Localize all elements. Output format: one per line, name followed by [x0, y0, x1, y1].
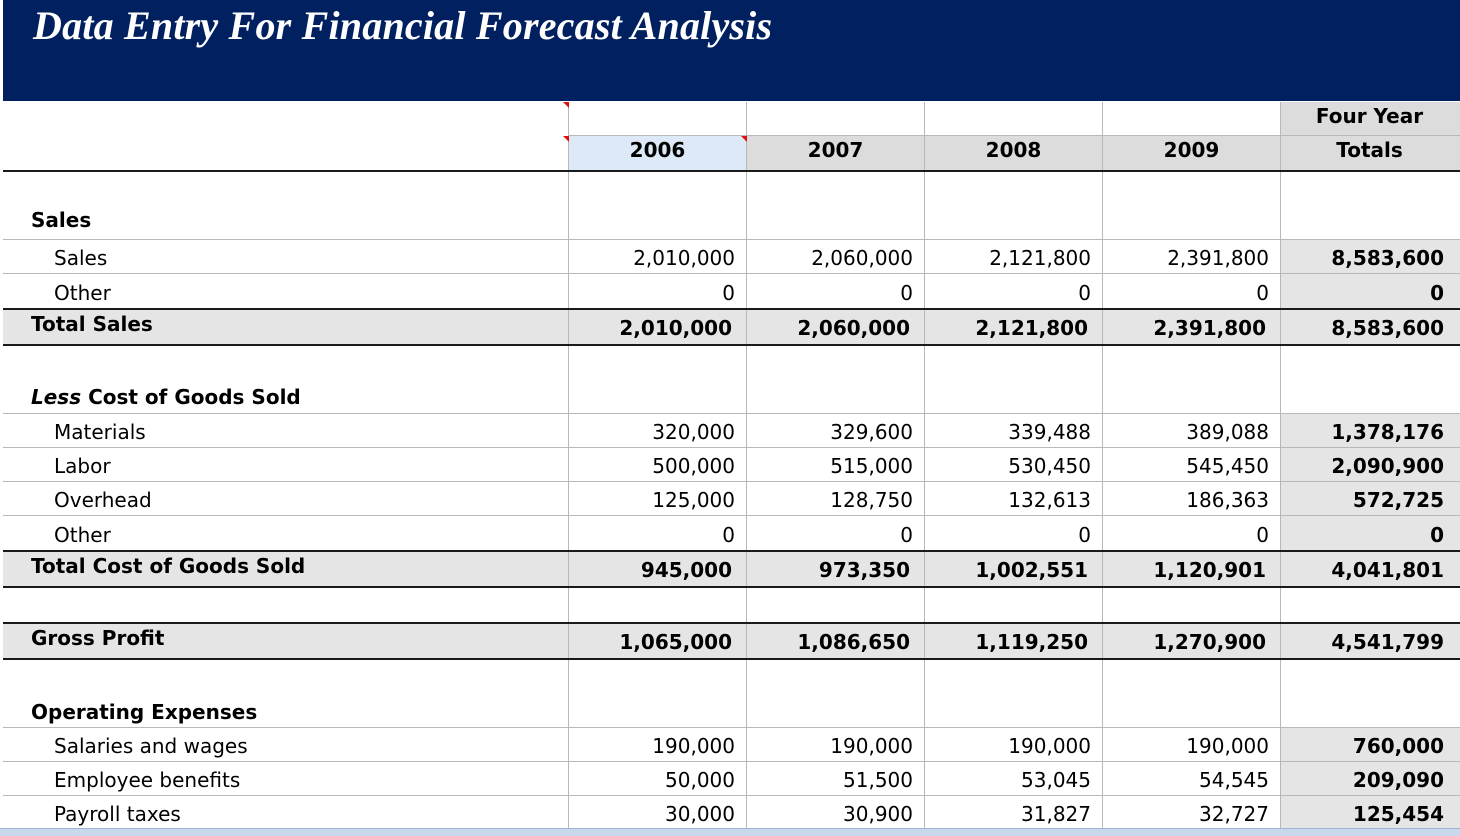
cell-payroll-taxes-2007[interactable]: 30,900 — [843, 802, 913, 826]
row-label-other-cogs[interactable]: Other — [54, 523, 111, 547]
cell-overhead-2006[interactable]: 125,000 — [652, 488, 735, 512]
totals-header-line1[interactable]: Four Year — [1315, 104, 1424, 128]
year-header-2006[interactable]: 2006 — [629, 138, 686, 162]
title-banner: Data Entry For Financial Forecast Analys… — [3, 0, 1460, 101]
row-label-overhead[interactable]: Overhead — [54, 488, 152, 512]
cell-materials-2009[interactable]: 389,088 — [1186, 420, 1269, 444]
comment-marker[interactable] — [741, 136, 747, 142]
cell-other-cogs-2008[interactable]: 0 — [1078, 523, 1091, 547]
cell-gross-profit-2006[interactable]: 1,065,000 — [619, 630, 732, 654]
cell-other-cogs-2009[interactable]: 0 — [1256, 523, 1269, 547]
selected-cell-2006[interactable] — [569, 136, 746, 170]
totals-header-line2[interactable]: Totals — [1336, 138, 1403, 162]
cell-sales-2009[interactable]: 2,391,800 — [1167, 246, 1269, 270]
gross-profit-shade — [3, 623, 1460, 659]
cell-salaries-2009[interactable]: 190,000 — [1186, 734, 1269, 758]
cell-sales-2008[interactable]: 2,121,800 — [989, 246, 1091, 270]
row-label-benefits[interactable]: Employee benefits — [54, 768, 241, 792]
cell-labor-2007[interactable]: 515,000 — [830, 454, 913, 478]
cell-total-sales-2008[interactable]: 2,121,800 — [975, 316, 1088, 340]
cell-payroll-taxes-2008[interactable]: 31,827 — [1021, 802, 1091, 826]
section-heading-cogs[interactable]: Less Cost of Goods Sold — [31, 385, 301, 409]
total-cogs-shade — [3, 551, 1460, 587]
comment-marker[interactable] — [563, 102, 569, 108]
row-label-total-cogs[interactable]: Total Cost of Goods Sold — [31, 554, 306, 578]
cell-salaries-2008[interactable]: 190,000 — [1008, 734, 1091, 758]
totals-header-band — [1281, 102, 1460, 170]
cell-labor-total[interactable]: 2,090,900 — [1331, 454, 1444, 478]
cell-other-cogs-total[interactable]: 0 — [1430, 523, 1444, 547]
cell-gross-profit-2009[interactable]: 1,270,900 — [1153, 630, 1266, 654]
row-label-salaries[interactable]: Salaries and wages — [54, 734, 248, 758]
cell-payroll-taxes-2009[interactable]: 32,727 — [1199, 802, 1269, 826]
cell-salaries-total[interactable]: 760,000 — [1352, 734, 1444, 758]
cell-total-cogs-2008[interactable]: 1,002,551 — [975, 558, 1088, 582]
cell-labor-2009[interactable]: 545,450 — [1186, 454, 1269, 478]
cell-other-sales-2006[interactable]: 0 — [722, 281, 735, 305]
cell-materials-total[interactable]: 1,378,176 — [1331, 420, 1444, 444]
year-header-2008[interactable]: 2008 — [985, 138, 1042, 162]
cell-materials-2007[interactable]: 329,600 — [830, 420, 913, 444]
section-heading-sales[interactable]: Sales — [31, 208, 92, 232]
cell-total-sales-2007[interactable]: 2,060,000 — [797, 316, 910, 340]
section-heading-opex[interactable]: Operating Expenses — [31, 700, 258, 724]
total-sales-shade — [3, 309, 1460, 345]
cell-benefits-2006[interactable]: 50,000 — [665, 768, 735, 792]
cell-overhead-total[interactable]: 572,725 — [1352, 488, 1444, 512]
opex-totals-shade — [1281, 728, 1460, 828]
cell-other-sales-2007[interactable]: 0 — [900, 281, 913, 305]
cell-gross-profit-total[interactable]: 4,541,799 — [1331, 630, 1444, 654]
cell-total-sales-2006[interactable]: 2,010,000 — [619, 316, 732, 340]
row-label-other-sales[interactable]: Other — [54, 281, 111, 305]
cell-benefits-2007[interactable]: 51,500 — [843, 768, 913, 792]
cell-total-cogs-2009[interactable]: 1,120,901 — [1153, 558, 1266, 582]
sheet-title: Data Entry For Financial Forecast Analys… — [33, 3, 773, 48]
cogs-totals-shade — [1281, 414, 1460, 550]
cell-total-cogs-2007[interactable]: 973,350 — [818, 558, 910, 582]
cell-other-sales-2008[interactable]: 0 — [1078, 281, 1091, 305]
cell-labor-2006[interactable]: 500,000 — [652, 454, 735, 478]
cell-total-sales-2009[interactable]: 2,391,800 — [1153, 316, 1266, 340]
cell-other-sales-2009[interactable]: 0 — [1256, 281, 1269, 305]
cell-benefits-2008[interactable]: 53,045 — [1021, 768, 1091, 792]
cell-sales-2007[interactable]: 2,060,000 — [811, 246, 913, 270]
row-label-sales[interactable]: Sales — [54, 246, 108, 270]
cell-other-cogs-2007[interactable]: 0 — [900, 523, 913, 547]
cell-materials-2008[interactable]: 339,488 — [1008, 420, 1091, 444]
cell-sales-2006[interactable]: 2,010,000 — [633, 246, 735, 270]
cogs-heading-text: Cost of Goods Sold — [81, 385, 301, 409]
row-label-total-sales[interactable]: Total Sales — [31, 312, 153, 336]
cell-sales-total[interactable]: 8,583,600 — [1331, 246, 1444, 270]
cell-salaries-2006[interactable]: 190,000 — [652, 734, 735, 758]
cell-total-cogs-total[interactable]: 4,041,801 — [1331, 558, 1444, 582]
less-prefix: Less — [31, 385, 82, 409]
cell-benefits-total[interactable]: 209,090 — [1352, 768, 1444, 792]
row-label-gross-profit[interactable]: Gross Profit — [31, 626, 165, 650]
comment-marker[interactable] — [563, 136, 569, 142]
sales-totals-shade — [1281, 240, 1460, 308]
year-header-band — [747, 136, 1280, 170]
row-label-payroll-taxes[interactable]: Payroll taxes — [54, 802, 181, 826]
cell-overhead-2008[interactable]: 132,613 — [1008, 488, 1091, 512]
year-header-2007[interactable]: 2007 — [807, 138, 864, 162]
year-header-2009[interactable]: 2009 — [1163, 138, 1220, 162]
cell-total-cogs-2006[interactable]: 945,000 — [640, 558, 732, 582]
cell-labor-2008[interactable]: 530,450 — [1008, 454, 1091, 478]
cell-gross-profit-2008[interactable]: 1,119,250 — [975, 630, 1088, 654]
cell-overhead-2007[interactable]: 128,750 — [830, 488, 913, 512]
sheet-tab-strip[interactable] — [0, 828, 1460, 836]
cell-other-sales-total[interactable]: 0 — [1430, 281, 1444, 305]
cell-salaries-2007[interactable]: 190,000 — [830, 734, 913, 758]
cell-total-sales-total[interactable]: 8,583,600 — [1331, 316, 1444, 340]
cell-gross-profit-2007[interactable]: 1,086,650 — [797, 630, 910, 654]
cell-materials-2006[interactable]: 320,000 — [652, 420, 735, 444]
row-label-labor[interactable]: Labor — [54, 454, 111, 478]
cell-payroll-taxes-2006[interactable]: 30,000 — [665, 802, 735, 826]
cell-payroll-taxes-total[interactable]: 125,454 — [1352, 802, 1444, 826]
row-label-materials[interactable]: Materials — [54, 420, 146, 444]
cell-overhead-2009[interactable]: 186,363 — [1186, 488, 1269, 512]
cell-benefits-2009[interactable]: 54,545 — [1199, 768, 1269, 792]
cell-other-cogs-2006[interactable]: 0 — [722, 523, 735, 547]
